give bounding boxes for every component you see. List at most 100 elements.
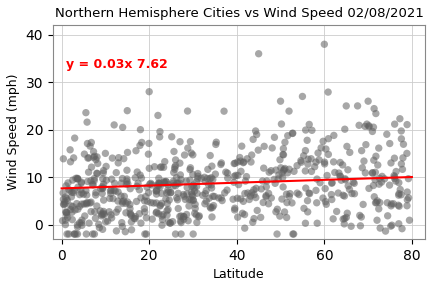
Point <box>251 192 257 197</box>
Point <box>141 210 148 214</box>
Point <box>89 182 96 187</box>
Point <box>74 225 81 230</box>
Point <box>102 219 109 224</box>
Point <box>161 159 168 164</box>
Point <box>308 128 315 132</box>
Point <box>88 140 95 145</box>
Point <box>191 185 197 190</box>
Point <box>393 169 400 174</box>
Point <box>280 146 287 151</box>
Point <box>85 170 92 175</box>
Point <box>362 142 369 147</box>
Point <box>68 194 75 199</box>
Point <box>384 213 391 218</box>
Point <box>341 216 348 221</box>
Point <box>64 232 70 236</box>
Point <box>275 173 282 177</box>
Point <box>343 144 350 149</box>
Point <box>174 197 181 202</box>
Point <box>79 218 86 222</box>
Point <box>137 143 143 148</box>
Point <box>65 232 72 236</box>
Point <box>60 191 67 195</box>
Point <box>343 104 349 108</box>
Point <box>122 230 129 234</box>
Point <box>241 191 248 196</box>
Point <box>306 192 313 196</box>
Point <box>325 152 332 157</box>
Point <box>280 152 286 157</box>
Point <box>187 166 194 170</box>
Point <box>358 148 365 153</box>
Point <box>376 176 383 181</box>
Point <box>146 182 153 186</box>
Point <box>83 232 90 236</box>
Point <box>328 181 335 185</box>
Point <box>271 135 278 140</box>
Point <box>237 159 244 163</box>
Point <box>337 174 344 179</box>
Point <box>381 177 388 181</box>
Point <box>231 161 238 166</box>
Point <box>234 160 241 164</box>
Point <box>143 232 150 236</box>
Point <box>83 193 90 197</box>
Point <box>133 148 140 153</box>
Point <box>91 209 98 214</box>
Point <box>295 192 302 197</box>
Point <box>282 140 289 145</box>
Point <box>282 166 289 171</box>
Point <box>234 215 241 219</box>
Point <box>261 144 268 149</box>
Point <box>86 156 92 160</box>
Point <box>274 207 281 211</box>
Point <box>312 160 319 164</box>
X-axis label: Latitude: Latitude <box>213 268 265 281</box>
Point <box>276 214 283 218</box>
Point <box>378 180 385 184</box>
Point <box>313 200 320 205</box>
Point <box>344 211 351 215</box>
Point <box>345 183 352 188</box>
Point <box>302 186 309 190</box>
Point <box>158 165 165 169</box>
Point <box>405 196 412 200</box>
Point <box>289 131 296 135</box>
Point <box>193 184 200 189</box>
Point <box>283 215 290 220</box>
Point <box>143 185 150 190</box>
Point <box>362 170 369 175</box>
Point <box>333 209 340 214</box>
Point <box>153 201 160 205</box>
Point <box>335 191 342 195</box>
Point <box>255 148 262 152</box>
Point <box>206 205 213 209</box>
Point <box>230 197 237 202</box>
Point <box>94 161 101 166</box>
Point <box>71 232 78 236</box>
Point <box>76 221 83 225</box>
Point <box>159 214 165 218</box>
Point <box>191 189 198 193</box>
Point <box>252 195 259 200</box>
Point <box>118 194 124 198</box>
Point <box>178 232 184 236</box>
Point <box>238 169 245 174</box>
Point <box>124 168 130 173</box>
Point <box>90 155 97 160</box>
Point <box>308 156 314 161</box>
Point <box>199 193 206 198</box>
Point <box>173 175 180 180</box>
Point <box>209 215 216 219</box>
Point <box>147 200 154 205</box>
Point <box>187 198 194 202</box>
Point <box>280 153 287 157</box>
Point <box>88 209 95 214</box>
Point <box>69 178 76 182</box>
Point <box>96 225 103 230</box>
Point <box>240 160 247 165</box>
Point <box>172 183 179 188</box>
Point <box>156 176 162 181</box>
Point <box>259 179 266 183</box>
Point <box>243 174 250 179</box>
